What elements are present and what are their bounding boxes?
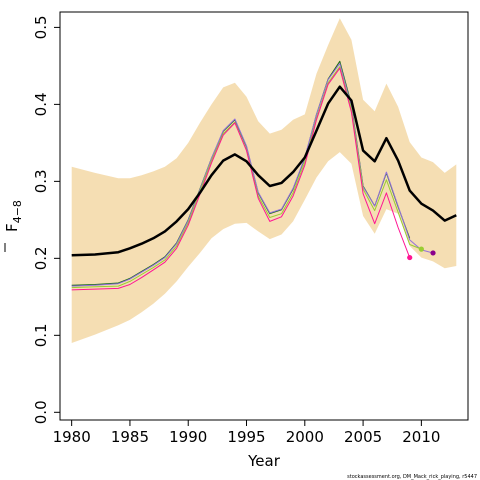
- x-tick-label: 1990: [169, 428, 207, 446]
- x-tick-label: 2000: [286, 428, 324, 446]
- y-axis-title-main: F: [3, 223, 21, 232]
- y-tick-label: 0.1: [32, 323, 50, 347]
- y-axis-title: F4−8: [3, 200, 24, 252]
- y-tick-label: 0.4: [32, 92, 50, 116]
- x-tick-label: 1985: [111, 428, 149, 446]
- x-tick-label: 2010: [402, 428, 440, 446]
- y-tick-label: 0.0: [32, 400, 50, 424]
- footer-credit: stockassessment.org, DM_Mack_rick_playin…: [347, 474, 477, 480]
- y-axis-title-text: F4−8: [3, 200, 24, 232]
- end-point-0: [407, 254, 413, 261]
- x-tick-label: 2005: [344, 428, 382, 446]
- x-tick-label: 1980: [53, 428, 91, 446]
- end-point-1: [418, 246, 424, 252]
- series-layer: [71, 60, 457, 291]
- series-line-4: [71, 67, 411, 291]
- end-point-2: [430, 250, 436, 256]
- series-line-0: [71, 85, 457, 257]
- y-axis-title-subscript: 4−8: [11, 200, 24, 223]
- series-line-2: [71, 63, 434, 287]
- x-tick-label: 1995: [227, 428, 265, 446]
- y-tick-label: 0.5: [32, 15, 50, 39]
- x-axis-title: Year: [247, 452, 281, 470]
- y-tick-label: 0.2: [32, 246, 50, 270]
- series-line-3: [71, 66, 422, 289]
- x-axis: 1980 1985 1990 1995 2000 2005 2010: [53, 419, 440, 446]
- end-points-layer: [407, 246, 436, 261]
- y-axis: 0.0 0.1 0.2 0.3 0.4 0.5: [32, 15, 61, 424]
- y-tick-label: 0.3: [32, 169, 50, 193]
